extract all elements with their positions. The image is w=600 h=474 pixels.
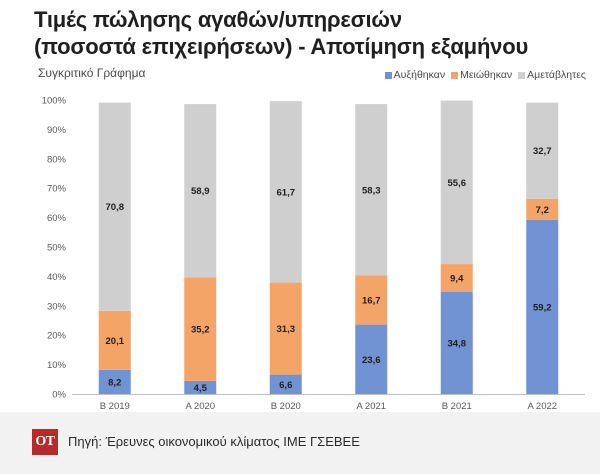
- chart-legend: Αυξήθηκαν Μειώθηκαν Αμετάβλητες: [384, 69, 586, 81]
- data-label-unchanged: 58,9: [191, 186, 210, 197]
- data-label-unchanged: 55,6: [448, 178, 467, 189]
- bar-segment-increased: [184, 380, 217, 394]
- data-label-decreased: 20,1: [106, 336, 125, 347]
- y-tick-label: 0%: [52, 390, 66, 401]
- bar-segment-decreased: [184, 277, 217, 381]
- y-tick-label: 80%: [47, 154, 67, 165]
- bar-segment-decreased: [440, 264, 473, 292]
- source-note: Πηγή: Έρευνες οικονομικού κλίματος ΙΜΕ Γ…: [68, 434, 360, 449]
- data-label-increased: 34,8: [448, 338, 467, 349]
- legend-swatch-unchanged: [518, 71, 526, 79]
- stacked-bar-chart: 0% 10% 20% 30% 40% 50% 60% 70% 80% 90% 100% 8,2 20,1…: [42, 96, 585, 412]
- footer-bar: [0, 412, 600, 474]
- y-tick-label: 10%: [47, 360, 67, 371]
- y-tick-label: 20%: [47, 331, 67, 342]
- chart-title-line-2: (ποσοστά επιχειρήσεων) - Αποτίμηση εξαμή…: [34, 34, 529, 59]
- chart-subtitle: Συγκριτικό Γράφημα: [38, 66, 146, 80]
- bar-segment-decreased: [355, 275, 388, 325]
- data-label-unchanged: 70,8: [106, 202, 125, 213]
- data-label-increased: 23,6: [362, 355, 381, 366]
- y-tick-label: 40%: [47, 272, 67, 283]
- x-tick-label: Β 2020: [271, 401, 301, 412]
- legend-item-decreased: Μειώθηκαν: [451, 69, 512, 81]
- legend-swatch-increased: [384, 71, 392, 79]
- legend-item-increased: Αυξήθηκαν: [384, 69, 446, 81]
- legend-swatch-decreased: [451, 71, 459, 79]
- data-label-unchanged: 58,3: [362, 185, 381, 196]
- bar-segment-unchanged: [98, 102, 131, 311]
- legend-label-decreased: Μειώθηκαν: [460, 69, 513, 81]
- data-label-decreased: 16,7: [362, 296, 381, 307]
- data-label-decreased: 9,4: [450, 273, 464, 284]
- publisher-logo: ΟΤ: [32, 429, 58, 455]
- x-tick-label: Α 2021: [356, 401, 386, 412]
- bar-segment-decreased: [269, 282, 302, 375]
- data-label-decreased: 7,2: [536, 205, 549, 216]
- legend-label-increased: Αυξήθηκαν: [393, 69, 446, 81]
- x-tick-label: Α 2022: [527, 401, 557, 412]
- bar-segment-unchanged: [440, 100, 473, 265]
- data-label-increased: 8,2: [108, 377, 121, 388]
- legend-label-unchanged: Αμετάβλητες: [527, 69, 586, 81]
- chart-title: Τιμές πώλησης αγαθών/υπηρεσιών (ποσοστά …: [34, 6, 528, 60]
- y-tick-label: 50%: [47, 243, 67, 254]
- bar-segment-unchanged: [526, 102, 559, 199]
- y-tick-label: 100%: [42, 96, 67, 107]
- bar-segment-increased: [269, 374, 302, 394]
- bar-segment-increased: [98, 369, 131, 394]
- x-tick-label: Α 2020: [185, 401, 215, 412]
- data-label-decreased: 35,2: [191, 325, 210, 336]
- x-tick-label: Β 2019: [100, 401, 130, 412]
- data-label-unchanged: 61,7: [277, 187, 296, 198]
- y-tick-label: 60%: [47, 213, 67, 224]
- data-label-increased: 4,5: [194, 383, 208, 394]
- chart-title-line-1: Τιμές πώλησης αγαθών/υπηρεσιών: [34, 7, 402, 32]
- bar-segment-increased: [355, 324, 388, 394]
- bar-segment-decreased: [526, 198, 559, 220]
- bar-segment-increased: [526, 219, 559, 394]
- bar-segment-decreased: [98, 310, 131, 370]
- y-tick-label: 70%: [47, 184, 67, 195]
- legend-item-unchanged: Αμετάβλητες: [518, 69, 586, 81]
- bar-segment-unchanged: [184, 104, 217, 278]
- data-label-increased: 6,6: [279, 380, 292, 391]
- y-tick-label: 90%: [47, 125, 67, 136]
- data-label-decreased: 31,3: [277, 324, 296, 335]
- bar-segment-unchanged: [355, 104, 388, 276]
- x-tick-label: Β 2021: [442, 401, 472, 412]
- data-label-increased: 59,2: [533, 302, 552, 313]
- bar-segment-increased: [440, 291, 473, 394]
- y-tick-label: 30%: [47, 301, 67, 312]
- data-label-unchanged: 32,7: [533, 146, 552, 157]
- bar-segment-unchanged: [269, 101, 302, 283]
